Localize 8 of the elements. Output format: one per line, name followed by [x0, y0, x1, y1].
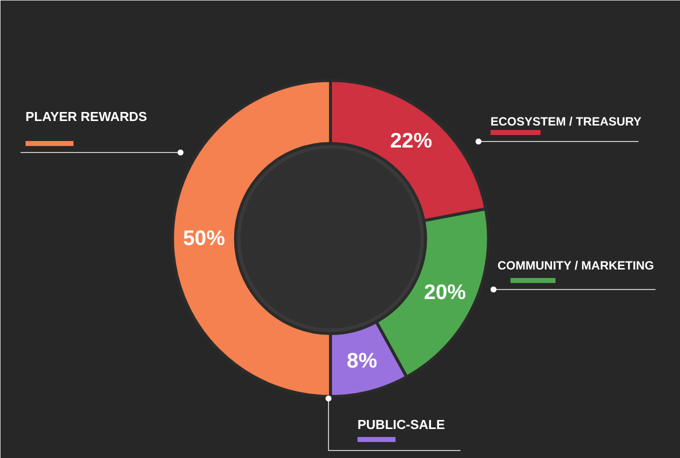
data-label: 50%: [182, 227, 226, 250]
data-label: 22%: [390, 130, 432, 153]
slice-label: ECOSYSTEM / TREASURY: [490, 114, 642, 128]
data-label: 8%: [346, 350, 378, 373]
slice-label: COMMUNITY / MARKETING: [498, 258, 654, 272]
data-label: 20%: [424, 280, 466, 304]
slice-label: PUBLIC-SALE: [358, 417, 446, 432]
slice-label: PLAYER REWARDS: [26, 109, 148, 124]
